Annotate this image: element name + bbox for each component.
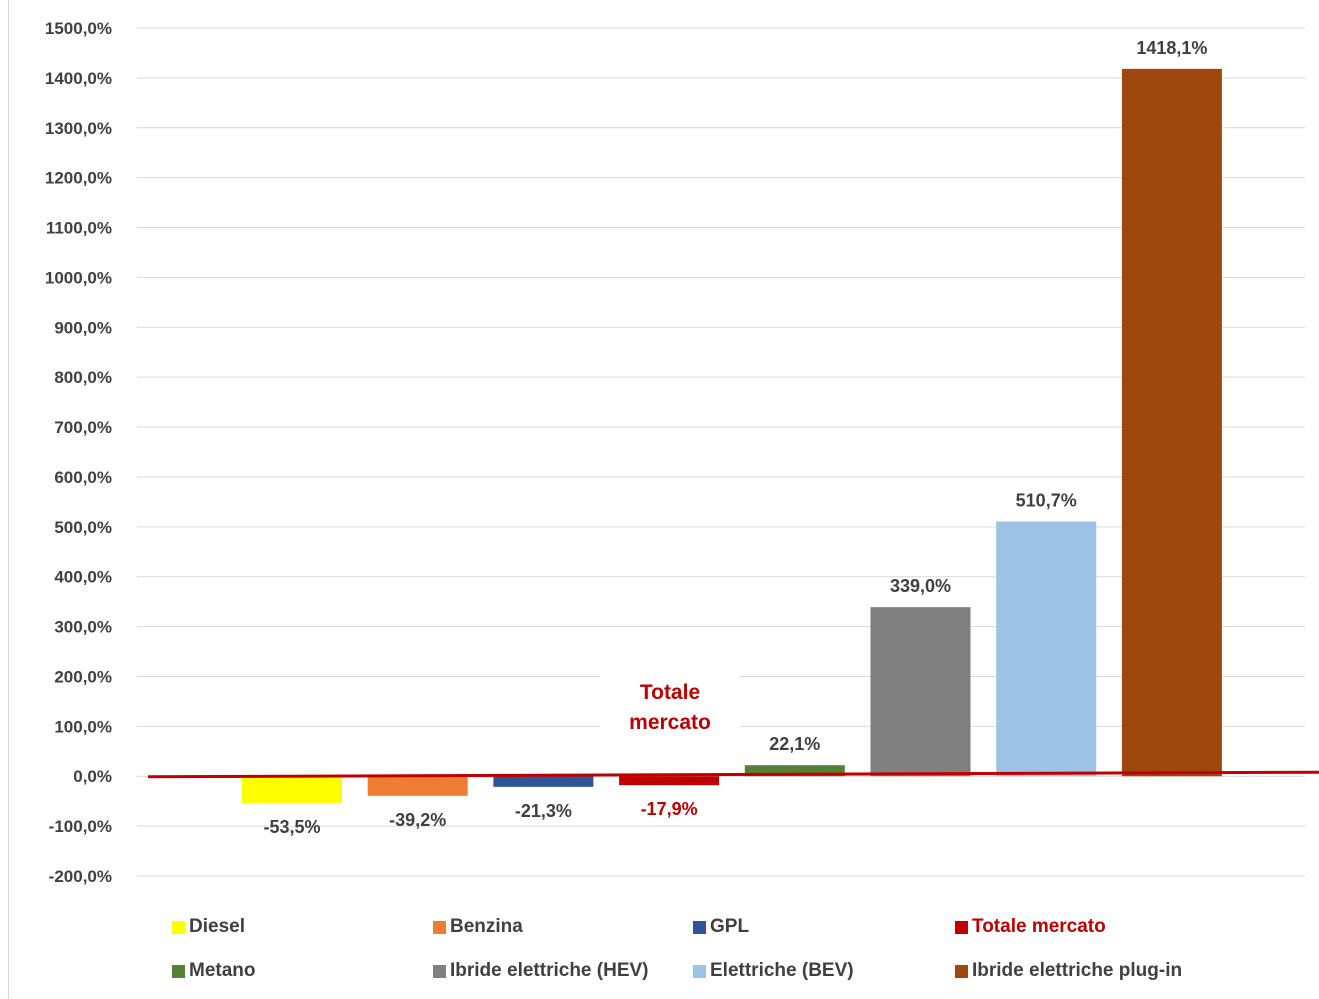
bar-3 <box>493 776 594 787</box>
legend-label: Diesel <box>189 916 245 937</box>
y-tick-label: -100,0% <box>49 817 112 836</box>
y-tick-label: 0,0% <box>73 767 112 786</box>
bar-8 <box>1121 68 1222 777</box>
legend-swatch <box>693 920 706 934</box>
legend-swatch <box>172 964 185 978</box>
legend-swatch <box>955 964 968 978</box>
y-tick-label: 800,0% <box>54 368 112 387</box>
bar-6 <box>870 607 971 777</box>
legend-swatch <box>433 920 446 934</box>
y-tick-label: 1100,0% <box>46 219 112 238</box>
data-label: -21,3% <box>515 801 572 821</box>
y-tick-label: 1000,0% <box>45 268 112 287</box>
chart-frame <box>8 0 1319 999</box>
y-tick-label: 900,0% <box>54 318 112 337</box>
legend-label: Totale mercato <box>972 916 1106 937</box>
legend-item: Metano <box>172 960 256 982</box>
legend-item: Diesel <box>172 916 245 938</box>
legend-label: Ibride elettriche (HEV) <box>450 960 649 981</box>
y-tick-label: 1400,0% <box>45 69 112 88</box>
zero-baseline <box>147 770 1319 779</box>
y-tick-label: -200,0% <box>49 867 112 886</box>
y-tick-label: 100,0% <box>54 717 112 736</box>
data-label: -53,5% <box>263 817 320 837</box>
bar-2 <box>367 776 468 796</box>
y-tick-label: 300,0% <box>54 618 112 637</box>
y-axis-tick-labels: -200,0% -100,0% 0,0% 100,0% 200,0% 300,0% 400,… <box>45 19 112 886</box>
legend-label: Metano <box>189 960 256 981</box>
legend-item: Benzina <box>433 916 523 938</box>
y-tick-label: 1300,0% <box>45 119 112 138</box>
bars <box>242 68 1222 803</box>
legend-item: Ibride elettriche (HEV) <box>433 960 649 982</box>
data-label: 22,1% <box>769 734 820 754</box>
data-label: -39,2% <box>389 810 446 830</box>
legend-label: Ibride elettriche plug-in <box>972 960 1183 981</box>
legend-item: Totale mercato <box>955 916 1106 938</box>
bar-5 <box>744 765 845 777</box>
legend-label: GPL <box>710 916 750 937</box>
data-label: 339,0% <box>890 576 951 596</box>
y-tick-label: 600,0% <box>54 468 112 487</box>
gridlines <box>137 27 1305 877</box>
legend-swatch <box>955 920 968 934</box>
y-tick-label: 1200,0% <box>45 169 112 188</box>
bar-1 <box>242 776 342 803</box>
y-tick-label: 500,0% <box>54 518 112 537</box>
legend-swatch <box>693 964 706 978</box>
legend-item: Elettriche (BEV) <box>693 960 854 982</box>
legend-label: Elettriche (BEV) <box>710 960 854 981</box>
bar-7 <box>996 521 1097 777</box>
data-label: -17,9% <box>641 799 698 819</box>
legend-swatch <box>433 964 446 978</box>
y-tick-label: 400,0% <box>54 568 112 587</box>
y-tick-label: 1500,0% <box>45 19 112 38</box>
baseline-line <box>147 770 1319 779</box>
data-labels: -53,5% -39,2% -21,3% -17,9% 22,1% 339,0% 510,7… <box>263 38 1207 837</box>
data-label: 510,7% <box>1016 490 1077 510</box>
bar-4 <box>619 776 720 786</box>
data-label: 1418,1% <box>1136 38 1207 58</box>
legend-label: Benzina <box>450 916 523 937</box>
legend-swatch <box>172 920 185 934</box>
y-tick-label: 200,0% <box>54 667 112 686</box>
legend-item: Ibride elettriche plug-in <box>955 960 1182 982</box>
totale-mercato-annotation: Totale mercato <box>600 676 740 740</box>
y-tick-label: 700,0% <box>54 418 112 437</box>
legend-item: GPL <box>693 916 749 938</box>
